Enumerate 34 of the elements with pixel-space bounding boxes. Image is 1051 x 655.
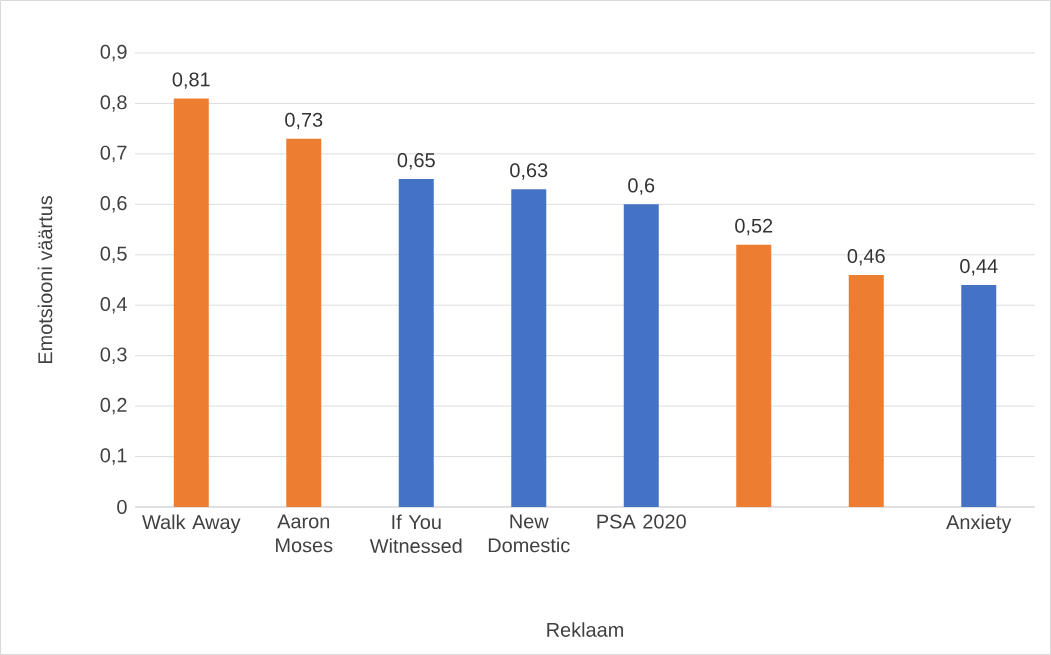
y-tick-label: 0,8 (100, 95, 127, 112)
bar (511, 189, 547, 507)
data-label: 0,65 (397, 153, 435, 170)
y-tick-label: 0,5 (100, 246, 127, 263)
bar (286, 138, 322, 507)
x-tick-label: Walk Away (142, 514, 241, 534)
y-tick-label: 0,7 (100, 145, 127, 163)
data-label: 0,6 (628, 178, 655, 195)
y-tick-label: 0,9 (100, 44, 127, 62)
y-tick-label: 0 (117, 499, 127, 515)
data-label: 0,44 (960, 259, 998, 276)
x-tick-label: Anxiety (946, 514, 1012, 534)
data-label: 0,81 (172, 72, 210, 89)
bar (398, 179, 434, 507)
data-label: 0,63 (510, 163, 548, 180)
data-label: 0,52 (735, 218, 773, 236)
bar (961, 285, 997, 507)
y-tick-label: 0,4 (100, 296, 127, 314)
x-tick-label: Aaron Moses (276, 514, 333, 553)
y-axis-title: Emotsiooni väärtus (37, 196, 53, 364)
bar (623, 204, 659, 507)
y-tick-label: 0,2 (100, 397, 127, 415)
data-label: 0,73 (285, 112, 323, 130)
bar (173, 98, 209, 507)
x-tick-label: If You Witnessed (369, 514, 462, 554)
x-tick-label: PSA 2020 (597, 514, 686, 529)
x-tick-label: New Domestic (488, 514, 570, 553)
x-axis-title: Reklaam (547, 622, 623, 637)
y-tick-label: 0,3 (100, 347, 127, 364)
data-label: 0,46 (847, 248, 885, 266)
bar (736, 244, 772, 507)
y-tick-label: 0,6 (100, 196, 127, 213)
bar (848, 274, 884, 507)
y-tick-label: 0,1 (100, 448, 127, 465)
